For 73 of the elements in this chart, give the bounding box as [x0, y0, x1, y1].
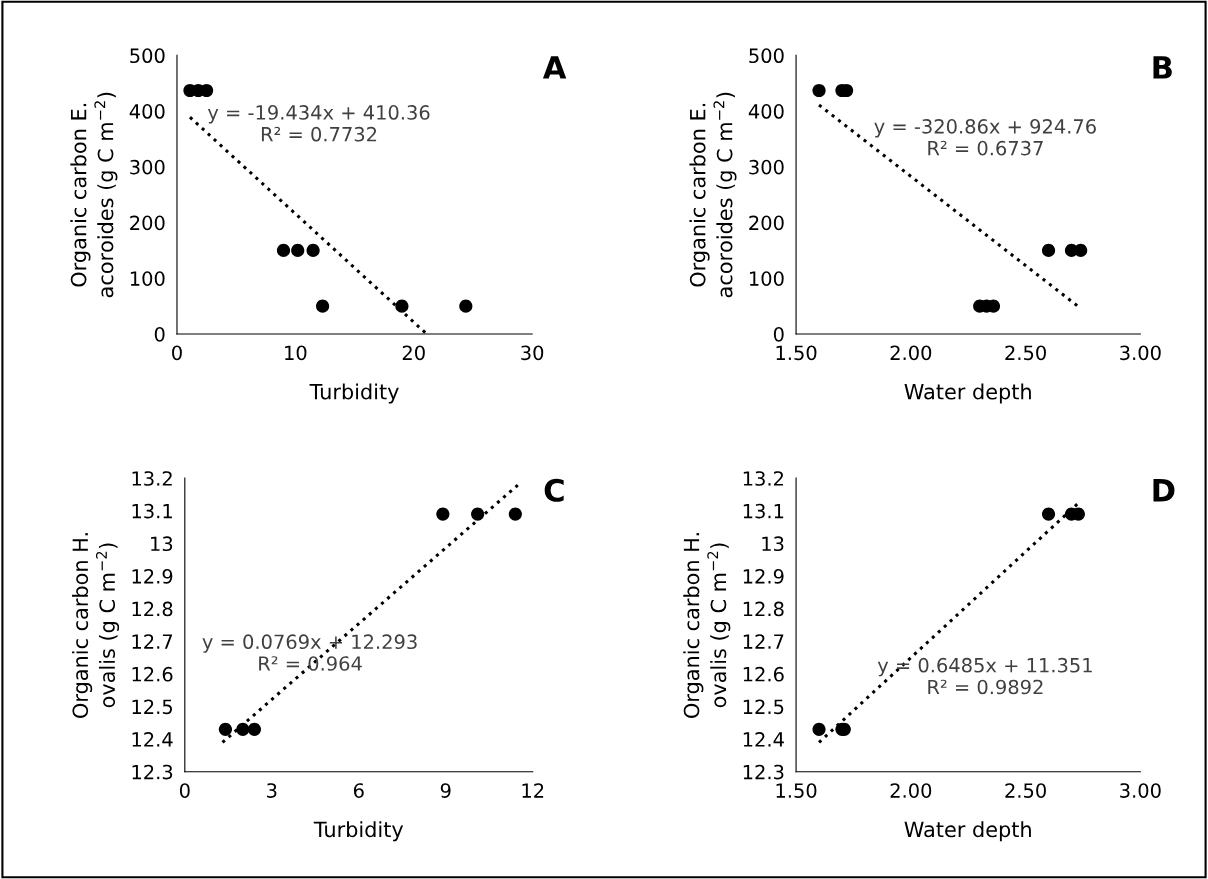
x-tick-label: 20 [402, 345, 425, 361]
y-tick-label: 500 [130, 48, 165, 64]
y-axis-title: Organic carbon E. acoroides (g C m$^{−2}$) [689, 92, 737, 298]
annotation: y = -320.86x + 924.76 R² = 0.6737 [874, 119, 1096, 156]
annotation: y = 0.0769x + 12.293 R² = 0.964 [202, 634, 417, 671]
point [306, 243, 320, 258]
y-tick-label: 100 [130, 271, 165, 286]
y-tick-label: 12.3 [132, 764, 173, 780]
point [316, 299, 330, 313]
text: B [1153, 56, 1172, 79]
y-tick-label: 13 [762, 536, 784, 552]
x-tick-label: 2.50 [1005, 783, 1046, 798]
y-tick-label: 300 [749, 159, 784, 175]
x-tick-label: 2.00 [890, 345, 932, 361]
x-tick-label: 1.50 [776, 345, 817, 361]
point [1041, 243, 1056, 258]
x-axis-title: Water depth [904, 383, 1031, 404]
y-tick-label: 500 [749, 48, 784, 64]
y-tick-label: 400 [129, 104, 165, 119]
point [812, 83, 826, 98]
y-tick-label: 12.7 [743, 634, 784, 649]
x-tick-label: 10 [285, 345, 307, 361]
y-tick-label: 12.6 [132, 666, 173, 682]
y-tick-label: 12.9 [743, 568, 784, 584]
point [291, 243, 305, 258]
x-tick-label: 9 [440, 783, 451, 798]
y-tick-label: 12.4 [743, 732, 784, 747]
x-tick-label: 2.00 [890, 783, 932, 798]
x-tick-label: 30 [521, 345, 544, 361]
x-tick-label: 12 [522, 783, 544, 798]
y-tick-label: 12.3 [743, 764, 784, 780]
y-tick-label: 12.4 [132, 732, 173, 747]
y-tick-label: 0 [154, 326, 165, 342]
x-tick-label: 3.00 [1120, 783, 1161, 798]
y-tick-label: 13.2 [743, 471, 784, 486]
point [395, 299, 409, 313]
x-tick-label: 2.50 [1005, 345, 1046, 361]
annotation: y = 0.6485x + 11.351 R² = 0.9892 [877, 657, 1092, 695]
y-tick-label: 13 [151, 536, 173, 552]
y-tick-label: 12.6 [743, 666, 784, 682]
y-tick-label: 12.8 [743, 601, 784, 617]
y-axis-title: Organic carbon H. ovalis (g C m$^{−2}$) [72, 533, 120, 718]
annotation: y = -19.434x + 410.36 R² = 0.7732 [207, 105, 430, 142]
y-tick-label: 12.5 [132, 699, 173, 715]
y-tick-label: 12.9 [132, 568, 173, 584]
point [276, 243, 291, 258]
y-axis-title: Organic carbon E. acoroides (g C m$^{−2}$) [70, 92, 118, 298]
x-tick-label: 3.00 [1120, 345, 1161, 361]
y-tick-label: 0 [773, 326, 784, 342]
x-tick-label: 0 [179, 783, 190, 798]
y-tick-label: 13.1 [743, 503, 784, 519]
x-axis-title: Turbidity [313, 821, 404, 842]
x-axis-title: Turbidity [309, 383, 399, 404]
y-tick-label: 200 [749, 215, 784, 231]
y-axis-title: Organic carbon H. ovalis (g C m$^{−2}$) [683, 533, 731, 718]
x-tick-label: 1.50 [776, 783, 817, 798]
y-tick-label: 13.1 [132, 503, 172, 519]
y-tick-label: 100 [749, 271, 784, 286]
y-tick-label: 400 [748, 104, 784, 119]
y-tick-label: 13.2 [132, 471, 172, 486]
y-tick-label: 300 [130, 159, 165, 175]
y-tick-label: 12.8 [132, 601, 173, 617]
x-tick-label: 3 [267, 783, 277, 798]
y-tick-label: 12.5 [743, 699, 784, 715]
x-axis-title: Water depth [904, 821, 1031, 842]
y-tick-label: 12.7 [132, 634, 173, 649]
x-tick-label: 6 [353, 783, 364, 798]
y-tick-label: 200 [130, 215, 165, 231]
point [459, 299, 473, 313]
text: C [544, 478, 564, 502]
text: A [542, 56, 567, 79]
point [1074, 243, 1088, 258]
text: D [1153, 479, 1175, 502]
